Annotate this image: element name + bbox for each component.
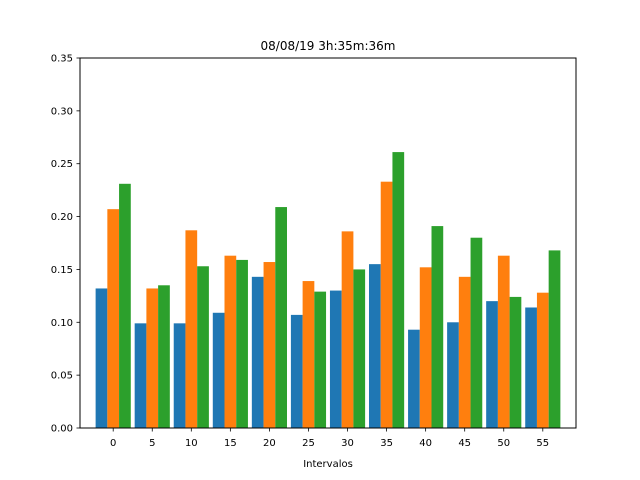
chart-title: 08/08/19 3h:35m:36m (261, 39, 396, 53)
bar-series2-30 (341, 231, 354, 428)
bar-series2-20 (263, 262, 276, 428)
x-axis: 0 5 10 15 20 25 30 35 40 45 50 55 (110, 428, 549, 449)
bar-series2-55 (536, 292, 549, 428)
bar-series3-45 (470, 237, 483, 428)
y-axis: 0.00 0.05 0.10 0.15 0.20 0.25 0.30 0.35 (51, 54, 80, 435)
bar-series1-45 (447, 322, 459, 428)
bar-series3-0 (119, 183, 131, 428)
plot-frame (79, 57, 577, 429)
y-tick-label: 0.10 (51, 318, 73, 329)
bar-series1-10 (173, 323, 186, 428)
y-tick-label: 0.35 (51, 54, 73, 65)
bar-series3-35 (392, 152, 405, 428)
bars-group (95, 152, 561, 428)
bar-series2-35 (380, 181, 393, 428)
x-tick-label: 10 (185, 438, 198, 449)
bar-series1-55 (525, 307, 537, 428)
x-tick-label: 35 (380, 438, 393, 449)
y-tick-label: 0.30 (51, 106, 73, 117)
bar-series2-15 (224, 255, 237, 428)
x-tick-label: 50 (497, 438, 510, 449)
bar-series1-15 (212, 312, 225, 428)
y-tick-label: 0.05 (51, 371, 73, 382)
x-tick-label: 0 (110, 438, 116, 449)
bar-series3-40 (431, 226, 444, 428)
bar-series1-40 (408, 329, 420, 428)
y-tick-label: 0.15 (51, 265, 73, 276)
bar-series3-20 (275, 207, 287, 428)
bar-series1-25 (290, 314, 303, 428)
x-tick-label: 55 (536, 438, 549, 449)
bar-series1-20 (251, 276, 264, 428)
x-tick-label: 30 (341, 438, 354, 449)
bar-series2-10 (185, 230, 198, 428)
bar-series2-5 (146, 288, 159, 428)
bar-series3-10 (197, 266, 209, 428)
bar-series1-50 (486, 301, 498, 428)
bar-series2-45 (458, 276, 471, 428)
bar-series3-30 (353, 269, 366, 428)
bar-series1-30 (329, 290, 342, 428)
bar-series2-25 (302, 281, 315, 428)
bar-series3-25 (314, 291, 327, 428)
bar-series2-0 (107, 209, 120, 428)
x-tick-label: 15 (224, 438, 237, 449)
x-tick-label: 5 (149, 438, 155, 449)
x-tick-label: 25 (302, 438, 315, 449)
bar-series3-5 (158, 285, 170, 428)
bar-series3-55 (548, 250, 561, 428)
bar-series1-5 (134, 323, 147, 428)
y-tick-label: 0.00 (51, 424, 73, 435)
x-axis-title: Intervalos (303, 459, 353, 470)
y-tick-label: 0.25 (51, 159, 73, 170)
x-tick-label: 45 (458, 438, 471, 449)
bar-series1-35 (369, 264, 381, 428)
y-tick-label: 0.20 (51, 212, 73, 223)
bar-series3-50 (509, 296, 522, 428)
x-tick-label: 40 (419, 438, 432, 449)
bar-series1-0 (95, 288, 108, 428)
bar-series2-50 (497, 255, 510, 428)
bar-series3-15 (236, 259, 248, 428)
x-tick-label: 20 (263, 438, 276, 449)
bar-series2-40 (419, 267, 432, 428)
